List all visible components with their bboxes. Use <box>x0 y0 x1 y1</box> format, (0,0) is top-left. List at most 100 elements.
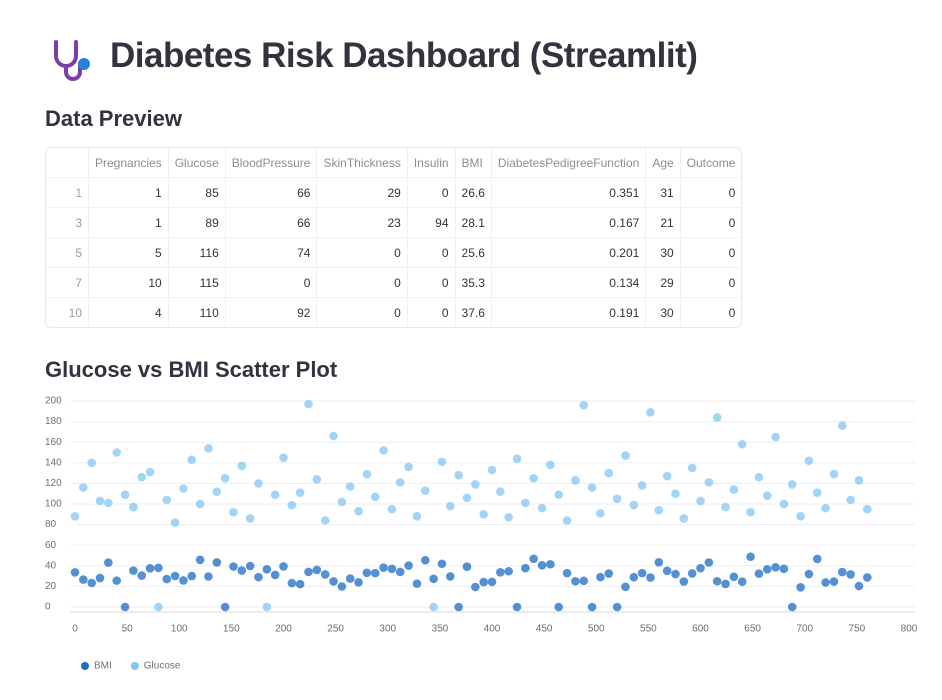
scatter-point <box>362 469 372 479</box>
scatter-point <box>270 570 280 580</box>
table-cell: 85 <box>168 178 226 208</box>
column-header: Age <box>646 148 681 178</box>
scatter-point <box>170 518 180 527</box>
legend-label: Glucose <box>144 661 181 672</box>
scatter-point <box>562 568 572 578</box>
scatter-point <box>762 565 772 574</box>
scatter-point <box>796 512 805 521</box>
scatter-point <box>779 564 789 574</box>
scatter-point <box>754 569 764 578</box>
table-cell: 0.351 <box>491 178 647 208</box>
table-row: 3 1 89 66 23 94 28.1 0.167 21 0 <box>46 208 742 238</box>
table-cell: 29 <box>646 268 681 298</box>
scatter-point <box>304 567 313 577</box>
scatter-point <box>370 492 380 502</box>
table-cell: 0 <box>407 178 456 208</box>
scatter-point <box>837 567 847 577</box>
data-table: Pregnancies Glucose BloodPressure SkinThick… <box>45 147 743 328</box>
scatter-point <box>237 461 247 471</box>
scatter-point <box>112 576 121 585</box>
table-cell: 0 <box>225 268 318 298</box>
column-header: Insulin <box>407 148 456 178</box>
corner-cell <box>46 148 89 178</box>
scatter-point <box>162 495 172 505</box>
scatter-point <box>462 562 472 572</box>
table-cell: 0 <box>680 208 742 238</box>
scatter-point <box>195 499 205 509</box>
table-cell: 0.167 <box>491 208 647 238</box>
scatter-point <box>437 457 447 467</box>
scatter-point <box>471 582 480 592</box>
scatter-point <box>771 432 780 442</box>
scatter-point <box>79 483 88 492</box>
scatter-point <box>337 582 347 591</box>
scatter-point <box>479 510 488 519</box>
scatter-point <box>846 570 855 579</box>
legend-label: BMI <box>94 661 112 672</box>
scatter-point <box>387 564 397 574</box>
table-cell: 0 <box>408 298 456 327</box>
scatter-point <box>87 458 96 468</box>
scatter-point <box>629 572 639 582</box>
scatter-point <box>129 566 138 575</box>
table-cell: 4 <box>89 298 169 327</box>
column-header: Outcome <box>680 148 742 178</box>
x-tick-label: 250 <box>327 624 344 635</box>
scatter-point <box>662 566 672 576</box>
x-tick-label: 600 <box>692 624 709 635</box>
scatter-point <box>287 578 297 588</box>
scatter-point <box>654 557 664 567</box>
scatter-point <box>646 408 655 417</box>
column-header: BMI <box>455 148 492 178</box>
scatter-point <box>587 483 597 492</box>
scatter-point <box>863 504 872 514</box>
table-cell: 89 <box>168 208 226 238</box>
table-cell: 0 <box>728 305 736 320</box>
scatter-point <box>787 480 797 489</box>
scatter-point <box>204 444 213 453</box>
table-cell: 94 <box>407 208 456 238</box>
scatter-point <box>162 574 172 584</box>
table-cell: 31 <box>646 178 681 208</box>
scatter-point <box>487 465 497 475</box>
scatter-point <box>312 565 322 575</box>
scatter-point <box>354 577 363 587</box>
table-cell: 92 <box>226 298 318 327</box>
scatter-point <box>170 571 180 581</box>
scatter-point <box>395 567 405 577</box>
table-cell: 0 <box>680 178 742 208</box>
scatter-point <box>179 484 188 493</box>
scatter-point <box>487 577 497 587</box>
scatter-point <box>279 453 288 462</box>
scatter-point <box>412 512 422 521</box>
scatter-point <box>521 563 530 573</box>
table-cell: 0 <box>317 298 408 327</box>
scatter-point <box>362 568 372 578</box>
scatter-point <box>154 563 163 573</box>
x-tick-label: 350 <box>432 624 449 635</box>
y-tick-label: 100 <box>45 499 62 510</box>
scatter-point <box>120 490 130 500</box>
table-cell: 1 <box>89 178 169 208</box>
scatter-chart: 0 20 40 60 80 100 120 140 160 180 200 0 50 100 150 200 2… <box>45 396 918 672</box>
scatter-point <box>804 456 814 466</box>
scatter-point <box>679 577 689 586</box>
scatter-point <box>229 507 238 517</box>
scatter-point <box>195 555 205 565</box>
table-cell: 30 <box>646 298 681 327</box>
row-index: 7 <box>46 268 89 298</box>
scatter-point <box>387 504 397 514</box>
scatter-point <box>596 508 605 518</box>
scatter-point <box>846 495 855 505</box>
table-cell: 0.191 <box>492 298 647 327</box>
table-row: 1 1 85 66 29 0 26.6 0.351 31 0 <box>46 178 742 208</box>
scatter-point <box>379 563 388 572</box>
scatter-point <box>279 562 288 571</box>
scatter-point <box>320 516 330 525</box>
scatter-point <box>612 494 622 504</box>
scatter-point <box>696 563 705 573</box>
scatter-point <box>420 486 430 495</box>
x-tick-label: 50 <box>122 624 134 635</box>
table-cell: 0 <box>407 268 456 298</box>
column-header: BloodPressure <box>225 148 318 178</box>
